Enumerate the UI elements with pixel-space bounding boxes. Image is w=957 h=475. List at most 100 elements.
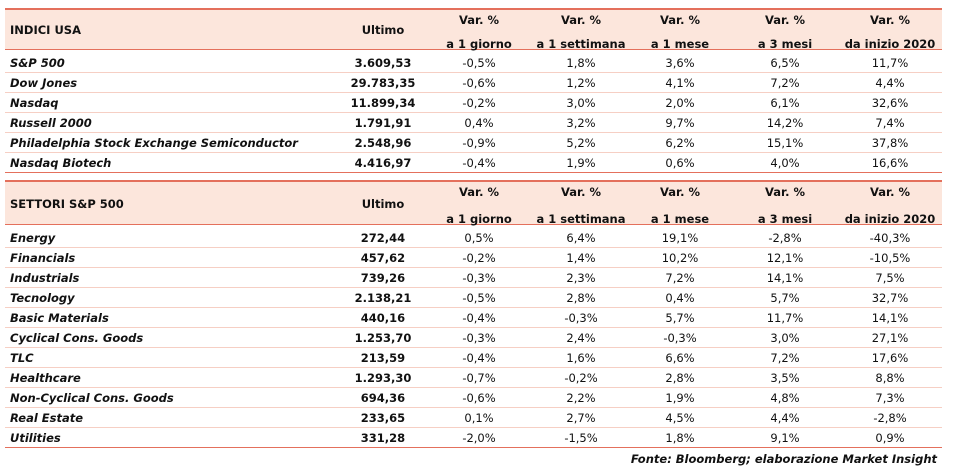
column-header: a 1 settimana: [536, 212, 626, 226]
cell: 4,0%: [770, 156, 800, 170]
cell: 11,7%: [871, 56, 909, 70]
cell: 11,7%: [766, 311, 804, 325]
column-header: Var. %: [870, 185, 910, 199]
cell: 1,9%: [566, 156, 596, 170]
cell: 6,1%: [770, 96, 800, 110]
cell: 2,8%: [566, 291, 596, 305]
cell: 233,65: [360, 411, 406, 425]
cell: 3,0%: [770, 331, 800, 345]
cell: -0,5%: [462, 291, 496, 305]
cell: 2,0%: [665, 96, 695, 110]
column-header: Var. %: [765, 185, 805, 199]
row-divider: [5, 427, 942, 428]
column-header: a 1 settimana: [536, 37, 626, 51]
row-label: Nasdaq: [10, 96, 59, 110]
cell: 1.253,70: [354, 331, 412, 345]
cell: 10,2%: [661, 251, 699, 265]
cell: 0,6%: [665, 156, 695, 170]
cell: 1,8%: [665, 431, 695, 445]
cell: -1,5%: [564, 431, 598, 445]
cell: -0,2%: [462, 96, 496, 110]
cell: 2,3%: [566, 271, 596, 285]
cell: 3,2%: [566, 116, 596, 130]
cell: 694,36: [360, 391, 406, 405]
cell: -40,3%: [869, 231, 911, 245]
cell: 0,9%: [875, 431, 905, 445]
cell: 6,2%: [665, 136, 695, 150]
cell: 3.609,53: [354, 56, 412, 70]
cell: 272,44: [360, 231, 406, 245]
row-label: Dow Jones: [10, 76, 78, 90]
cell: 3,6%: [665, 56, 695, 70]
cell: -0,4%: [462, 311, 496, 325]
row-divider: [5, 447, 942, 448]
cell: -0,5%: [462, 56, 496, 70]
cell: -0,3%: [462, 271, 496, 285]
cell: 2.548,96: [354, 136, 412, 150]
row-label: Philadelphia Stock Exchange Semiconducto…: [10, 136, 298, 150]
column-header: da inizio 2020: [844, 212, 936, 226]
cell: 440,16: [360, 311, 406, 325]
row-label: Basic Materials: [10, 311, 109, 325]
cell: 29.783,35: [350, 76, 416, 90]
column-header: a 3 mesi: [757, 37, 813, 51]
cell: 4,4%: [875, 76, 905, 90]
column-header: a 3 mesi: [757, 212, 813, 226]
cell: 5,7%: [770, 291, 800, 305]
row-divider: [5, 387, 942, 388]
cell: 3,0%: [566, 96, 596, 110]
column-header: Ultimo: [361, 23, 405, 37]
row-divider: [5, 152, 942, 153]
column-header: Var. %: [561, 185, 601, 199]
row-divider: [5, 247, 942, 248]
column-header: a 1 mese: [650, 37, 710, 51]
cell: 6,6%: [665, 351, 695, 365]
header-band: [5, 8, 942, 50]
column-header: a 1 giorno: [446, 37, 512, 51]
cell: 2,4%: [566, 331, 596, 345]
cell: 1,8%: [566, 56, 596, 70]
cell: -0,3%: [564, 311, 598, 325]
row-label: Energy: [10, 231, 56, 245]
cell: 32,7%: [871, 291, 909, 305]
cell: -0,9%: [462, 136, 496, 150]
cell: 1.791,91: [354, 116, 412, 130]
cell: 14,1%: [766, 271, 804, 285]
cell: 32,6%: [871, 96, 909, 110]
cell: 8,8%: [875, 371, 905, 385]
cell: -0,6%: [462, 391, 496, 405]
cell: 2,8%: [665, 371, 695, 385]
cell: -0,2%: [462, 251, 496, 265]
cell: 331,28: [360, 431, 406, 445]
cell: -0,6%: [462, 76, 496, 90]
cell: 5,2%: [566, 136, 596, 150]
cell: 7,2%: [665, 271, 695, 285]
row-label: S&P 500: [10, 56, 65, 70]
cell: 9,7%: [665, 116, 695, 130]
header-label: INDICI USA: [10, 23, 81, 37]
cell: 4.416,97: [354, 156, 412, 170]
cell: 4,5%: [665, 411, 695, 425]
cell: 2,2%: [566, 391, 596, 405]
cell: 7,2%: [770, 351, 800, 365]
column-header: Var. %: [459, 185, 499, 199]
column-header: Var. %: [561, 13, 601, 27]
row-label: Real Estate: [10, 411, 84, 425]
cell: 4,4%: [770, 411, 800, 425]
cell: 9,1%: [770, 431, 800, 445]
cell: 15,1%: [766, 136, 804, 150]
cell: 213,59: [360, 351, 406, 365]
row-label: Industrials: [10, 271, 80, 285]
row-label: Cyclical Cons. Goods: [10, 331, 144, 345]
cell: 0,5%: [464, 231, 494, 245]
row-divider: [5, 287, 942, 288]
row-divider: [5, 72, 942, 73]
column-header: Var. %: [870, 13, 910, 27]
cell: -0,3%: [663, 331, 697, 345]
header-label: SETTORI S&P 500: [10, 196, 124, 211]
cell: -0,4%: [462, 351, 496, 365]
cell: 7,2%: [770, 76, 800, 90]
cell: -10,5%: [869, 251, 911, 265]
column-header: Var. %: [765, 13, 805, 27]
row-label: Russell 2000: [10, 116, 92, 130]
